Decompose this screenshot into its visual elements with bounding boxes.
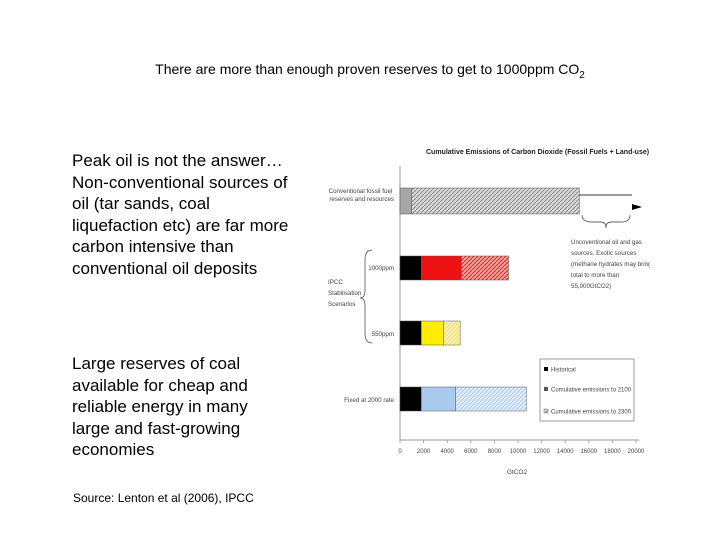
x-axis-label: GtCO2 [507,469,528,476]
legend-swatch-2300 [543,408,549,414]
chart-title: Cumulative Emissions of Carbon Dioxide (… [426,149,649,156]
bar-1-segment-0 [399,255,422,281]
bullet-peak-oil: Peak oil is not the answer… Non-conventi… [72,151,289,278]
x-tick-label-3: 6000 [464,449,478,455]
bar-0-segment-0 [399,187,413,215]
legend-label-historical: Historical [551,368,576,374]
legend-label-2300: Cumulative emissions to 2300 [551,410,632,416]
x-tick-label-6: 12000 [533,449,550,455]
legend-swatch-historical [544,367,548,371]
bar-3-segment-2 [455,386,527,412]
x-tick-label-8: 16000 [580,449,597,455]
legend-label-2100: Cumulative emissions to 2100 [551,388,632,394]
x-tick-label-0: 0 [398,449,402,455]
bar-label-1000ppm: 1000ppm [368,265,394,272]
bar-1-segment-2 [461,255,509,281]
bar-label-fixed-rate: Fixed at 2000 rate [344,397,394,404]
arrow-icon [632,204,642,210]
bars-layer [399,187,632,412]
x-tick-label-7: 14000 [557,449,574,455]
slide-title: There are more than enough proven reserv… [155,61,585,81]
x-tick-label-10: 20000 [628,449,645,455]
bar-1-segment-1 [420,255,462,281]
x-tick-layer: 0 2000 4000 6000 8000 10000 12000 14000 16000 180… [398,440,645,455]
bar-2-segment-2 [443,320,461,346]
bar-3-segment-0 [399,386,422,412]
annotation-unconventional: Uncoventional oil and gas sources. Exoti… [571,239,650,290]
x-tick-label-5: 10000 [510,449,527,455]
legend-box [539,358,635,422]
bar-3-segment-1 [420,386,456,412]
bar-2-segment-1 [420,320,444,346]
emissions-chart: Cumulative Emissions of Carbon Dioxide (… [328,149,650,476]
bar-2-segment-0 [399,320,422,346]
x-tick-label-9: 18000 [604,449,621,455]
x-tick-label-1: 2000 [417,449,431,455]
group-label-ipcc: IPCC Stabilisation Scenarios [328,279,363,308]
source-citation: Source: Lenton et al (2006), IPCC [73,491,254,505]
chart-legend: Historical Cumulative emissions to 2100 … [539,358,635,422]
title-subscript: 2 [579,69,585,81]
bar-0-segment-1 [411,187,580,215]
annotation-brace [581,214,631,229]
x-tick-label-4: 8000 [488,449,502,455]
bar-label-550ppm: 550ppm [372,331,394,338]
legend-swatch-2100 [544,387,548,391]
x-tick-label-2: 4000 [441,449,455,455]
bullet-coal-reserves: Large reserves of coal available for che… [72,354,248,459]
group-brace [359,249,373,344]
bar-label-conventional: Conventional fossil fuel reserves and re… [329,188,394,203]
